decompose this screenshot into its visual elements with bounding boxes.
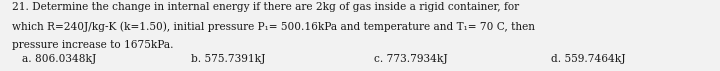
Text: 21. Determine the change in internal energy if there are 2kg of gas inside a rig: 21. Determine the change in internal ene… bbox=[12, 2, 518, 12]
Text: a. 806.0348kJ: a. 806.0348kJ bbox=[22, 54, 96, 64]
Text: which R=240J/kg-K (k=1.50), initial pressure P₁= 500.16kPa and temperature and T: which R=240J/kg-K (k=1.50), initial pres… bbox=[12, 21, 534, 32]
Text: c. 773.7934kJ: c. 773.7934kJ bbox=[374, 54, 448, 64]
Text: d. 559.7464kJ: d. 559.7464kJ bbox=[551, 54, 625, 64]
Text: b. 575.7391kJ: b. 575.7391kJ bbox=[191, 54, 265, 64]
Text: pressure increase to 1675kPa.: pressure increase to 1675kPa. bbox=[12, 40, 173, 50]
